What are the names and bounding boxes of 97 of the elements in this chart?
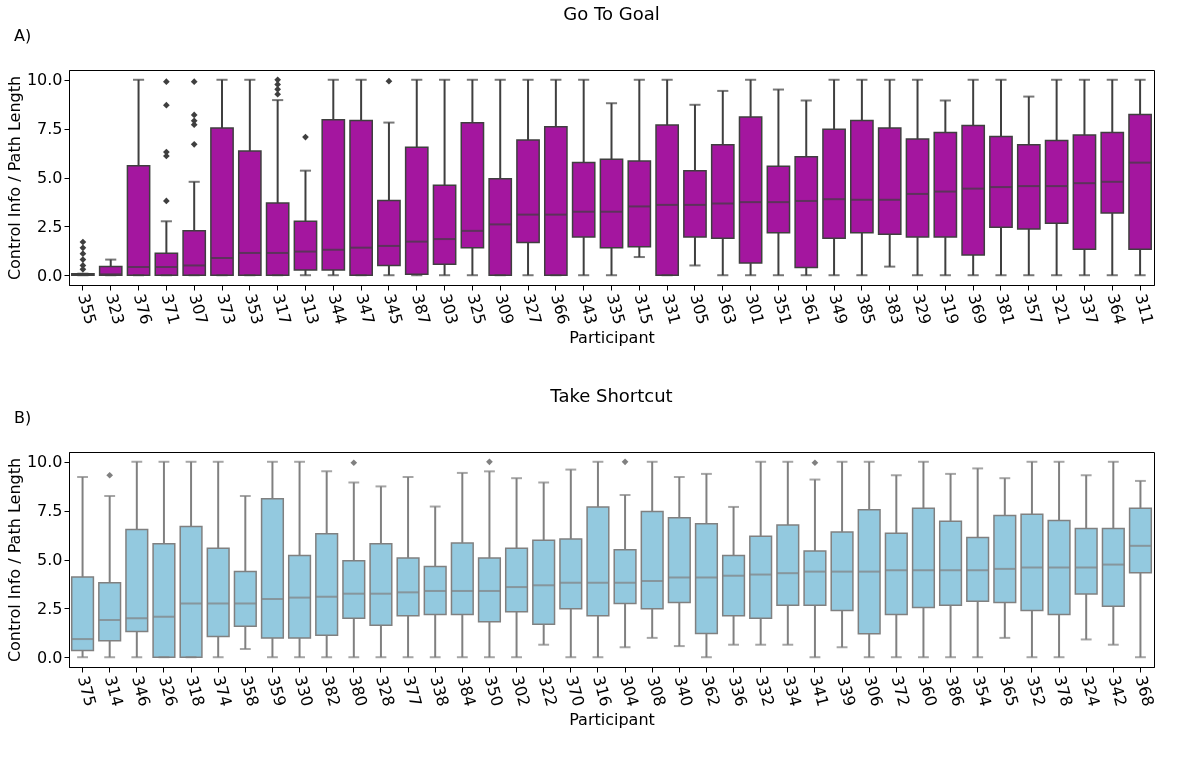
x-tick-label: 327 bbox=[519, 291, 546, 327]
x-tick-label: 334 bbox=[779, 673, 806, 709]
x-tick-label: 305 bbox=[686, 291, 713, 327]
x-tick-label: 360 bbox=[914, 673, 941, 709]
x-tick-label: 361 bbox=[797, 291, 824, 327]
x-tick-label: 359 bbox=[263, 673, 290, 709]
x-tick-label: 380 bbox=[345, 673, 372, 709]
x-tick-label: 347 bbox=[352, 291, 379, 327]
x-tick-label: 366 bbox=[547, 291, 574, 327]
x-tick-label: 364 bbox=[1103, 291, 1130, 327]
x-tick-label: 378 bbox=[1050, 673, 1077, 709]
x-tick-label: 311 bbox=[1131, 291, 1158, 327]
x-tick-label: 357 bbox=[1020, 291, 1047, 327]
x-tick-label: 346 bbox=[128, 673, 155, 709]
y-tick-label: 5.0 bbox=[37, 168, 63, 187]
y-tick-label: 2.5 bbox=[37, 598, 63, 618]
x-tick-label: 302 bbox=[507, 673, 535, 709]
x-tick-label: 301 bbox=[741, 291, 769, 327]
x-tick-label: 326 bbox=[155, 673, 182, 709]
x-tick-label: 325 bbox=[463, 291, 490, 327]
x-tick-label: 331 bbox=[658, 291, 685, 327]
y-tick-label: 0.0 bbox=[37, 647, 63, 667]
x-tick-label: 386 bbox=[941, 673, 969, 709]
x-tick-label: 317 bbox=[268, 291, 296, 327]
x-tick-label: 365 bbox=[996, 673, 1023, 709]
x-tick-label: 315 bbox=[630, 291, 657, 327]
x-tick-label: 353 bbox=[241, 291, 268, 327]
x-axis-title: Participant bbox=[569, 328, 655, 348]
y-tick-label: 5.0 bbox=[37, 550, 63, 569]
x-tick-label: 322 bbox=[534, 673, 562, 709]
x-tick-label: 306 bbox=[860, 673, 887, 709]
x-tick-label: 343 bbox=[574, 291, 602, 327]
y-axis-title: Control Info / Path Length bbox=[4, 75, 24, 281]
x-tick-label: 383 bbox=[881, 291, 908, 327]
text: A) bbox=[14, 26, 32, 45]
y-tick-label: 7.5 bbox=[37, 119, 63, 139]
x-tick-label: 342 bbox=[1104, 673, 1131, 709]
x-tick-label: 309 bbox=[491, 291, 518, 327]
y-tick-label: 2.5 bbox=[37, 216, 63, 236]
x-tick-label: 339 bbox=[833, 673, 860, 709]
x-tick-label: 355 bbox=[74, 291, 101, 327]
x-tick-label: 313 bbox=[296, 291, 324, 327]
x-tick-label: 308 bbox=[643, 673, 670, 709]
y-axis-title: Control Info / Path Length bbox=[4, 457, 24, 663]
y-tick-label: 0.0 bbox=[37, 265, 63, 285]
x-tick-label: 384 bbox=[453, 673, 480, 709]
x-tick-label: 362 bbox=[697, 673, 724, 709]
x-tick-label: 324 bbox=[1077, 673, 1104, 709]
x-tick-label: 336 bbox=[724, 673, 752, 709]
x-tick-label: 314 bbox=[100, 673, 128, 709]
x-tick-label: 318 bbox=[182, 673, 209, 709]
x-tick-label: 373 bbox=[213, 291, 240, 327]
x-tick-label: 349 bbox=[825, 291, 852, 327]
x-tick-label: 340 bbox=[670, 673, 697, 709]
x-tick-label: 351 bbox=[769, 291, 796, 327]
x-tick-label: 372 bbox=[887, 673, 914, 709]
x-tick-label: 307 bbox=[185, 291, 212, 327]
x-tick-label: 375 bbox=[73, 673, 101, 709]
x-tick-label: 376 bbox=[129, 291, 157, 327]
x-tick-label: 341 bbox=[806, 673, 833, 709]
x-tick-label: 354 bbox=[968, 673, 996, 709]
chart-title: Go To Goal bbox=[563, 3, 660, 24]
x-tick-label: 319 bbox=[936, 291, 963, 327]
x-tick-label: 381 bbox=[992, 291, 1019, 327]
x-tick-label: 316 bbox=[589, 673, 616, 709]
y-tick-label: 7.5 bbox=[37, 501, 63, 521]
x-tick-label: 350 bbox=[480, 673, 507, 709]
x-tick-label: 377 bbox=[399, 673, 426, 709]
x-tick-label: 358 bbox=[236, 673, 263, 709]
x-tick-label: 382 bbox=[317, 673, 345, 709]
x-tick-label: 374 bbox=[209, 673, 236, 709]
x-tick-label: 368 bbox=[1131, 673, 1158, 709]
x-tick-label: 338 bbox=[426, 673, 453, 709]
x-tick-label: 323 bbox=[102, 291, 129, 327]
x-tick-label: 352 bbox=[1023, 673, 1050, 709]
x-tick-label: 321 bbox=[1047, 291, 1075, 327]
x-tick-label: 330 bbox=[290, 673, 318, 709]
x-axis-title: Participant bbox=[569, 710, 655, 730]
x-tick-label: 303 bbox=[435, 291, 463, 327]
x-tick-label: 337 bbox=[1075, 291, 1103, 327]
x-tick-label: 385 bbox=[853, 291, 880, 327]
chart-title: Take Shortcut bbox=[549, 385, 673, 406]
x-tick-label: 369 bbox=[964, 291, 991, 327]
x-tick-label: 329 bbox=[908, 291, 936, 327]
x-tick-label: 328 bbox=[372, 673, 399, 709]
x-tick-label: 345 bbox=[380, 291, 407, 327]
text: B) bbox=[14, 408, 32, 427]
x-tick-label: 332 bbox=[751, 673, 779, 709]
y-tick-label: 10.0 bbox=[26, 70, 63, 90]
x-tick-label: 363 bbox=[714, 291, 741, 327]
y-tick-label: 10.0 bbox=[26, 452, 63, 472]
x-tick-label: 344 bbox=[324, 291, 351, 327]
x-tick-label: 304 bbox=[616, 673, 643, 709]
x-tick-label: 335 bbox=[602, 291, 630, 327]
x-tick-label: 371 bbox=[157, 291, 184, 327]
x-tick-label: 370 bbox=[562, 673, 589, 709]
x-tick-label: 387 bbox=[408, 291, 435, 327]
